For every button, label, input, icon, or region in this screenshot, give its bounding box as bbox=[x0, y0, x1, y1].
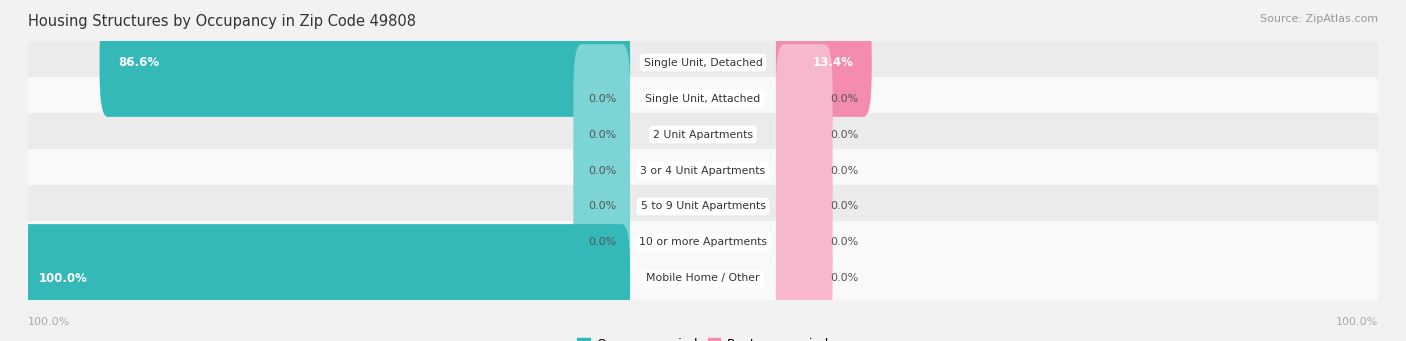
Text: Single Unit, Detached: Single Unit, Detached bbox=[644, 58, 762, 68]
Text: 0.0%: 0.0% bbox=[588, 165, 617, 176]
Text: 0.0%: 0.0% bbox=[588, 130, 617, 139]
FancyBboxPatch shape bbox=[776, 44, 832, 153]
FancyBboxPatch shape bbox=[574, 80, 630, 189]
Text: Mobile Home / Other: Mobile Home / Other bbox=[647, 273, 759, 283]
FancyBboxPatch shape bbox=[776, 152, 832, 261]
FancyBboxPatch shape bbox=[24, 221, 1382, 336]
FancyBboxPatch shape bbox=[776, 8, 872, 117]
Text: 3 or 4 Unit Apartments: 3 or 4 Unit Apartments bbox=[641, 165, 765, 176]
Text: 0.0%: 0.0% bbox=[830, 93, 858, 104]
FancyBboxPatch shape bbox=[24, 185, 1382, 300]
FancyBboxPatch shape bbox=[574, 188, 630, 297]
FancyBboxPatch shape bbox=[574, 116, 630, 225]
Legend: Owner-occupied, Renter-occupied: Owner-occupied, Renter-occupied bbox=[578, 338, 828, 341]
Text: 10 or more Apartments: 10 or more Apartments bbox=[638, 237, 768, 248]
Text: 100.0%: 100.0% bbox=[38, 272, 87, 285]
Text: 0.0%: 0.0% bbox=[830, 273, 858, 283]
Text: Source: ZipAtlas.com: Source: ZipAtlas.com bbox=[1260, 14, 1378, 24]
FancyBboxPatch shape bbox=[776, 116, 832, 225]
Text: 0.0%: 0.0% bbox=[830, 165, 858, 176]
FancyBboxPatch shape bbox=[574, 152, 630, 261]
Text: 100.0%: 100.0% bbox=[1336, 317, 1378, 327]
FancyBboxPatch shape bbox=[776, 80, 832, 189]
Text: 0.0%: 0.0% bbox=[830, 130, 858, 139]
FancyBboxPatch shape bbox=[100, 8, 630, 117]
Text: 2 Unit Apartments: 2 Unit Apartments bbox=[652, 130, 754, 139]
Text: 13.4%: 13.4% bbox=[813, 56, 853, 69]
FancyBboxPatch shape bbox=[776, 224, 832, 333]
Text: 0.0%: 0.0% bbox=[588, 202, 617, 211]
Text: 0.0%: 0.0% bbox=[830, 202, 858, 211]
Text: 0.0%: 0.0% bbox=[830, 237, 858, 248]
Text: Housing Structures by Occupancy in Zip Code 49808: Housing Structures by Occupancy in Zip C… bbox=[28, 14, 416, 29]
Text: 5 to 9 Unit Apartments: 5 to 9 Unit Apartments bbox=[641, 202, 765, 211]
FancyBboxPatch shape bbox=[574, 44, 630, 153]
FancyBboxPatch shape bbox=[24, 77, 1382, 192]
FancyBboxPatch shape bbox=[24, 41, 1382, 156]
FancyBboxPatch shape bbox=[24, 5, 1382, 120]
FancyBboxPatch shape bbox=[24, 149, 1382, 264]
FancyBboxPatch shape bbox=[24, 113, 1382, 228]
Text: 100.0%: 100.0% bbox=[28, 317, 70, 327]
FancyBboxPatch shape bbox=[776, 188, 832, 297]
Text: 86.6%: 86.6% bbox=[118, 56, 159, 69]
FancyBboxPatch shape bbox=[20, 224, 630, 333]
Text: 0.0%: 0.0% bbox=[588, 93, 617, 104]
Text: 0.0%: 0.0% bbox=[588, 237, 617, 248]
Text: Single Unit, Attached: Single Unit, Attached bbox=[645, 93, 761, 104]
